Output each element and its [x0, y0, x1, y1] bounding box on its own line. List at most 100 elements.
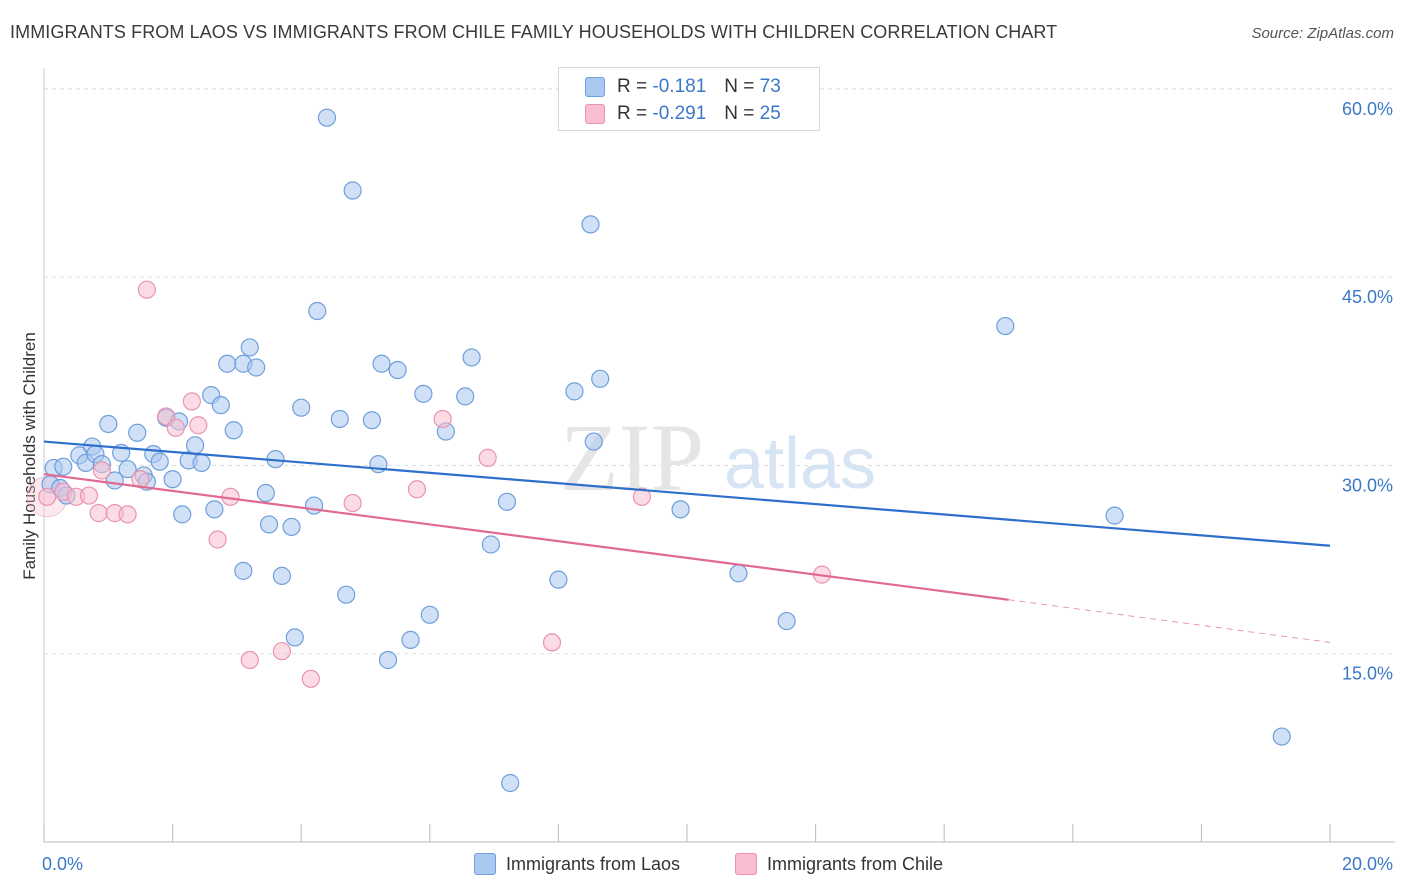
legend-row-chile: R = -0.291 N = 25 [585, 101, 781, 127]
watermark-atlas: atlas [724, 424, 876, 504]
laos-point [224, 421, 243, 440]
y-tick-label: 45.0% [1342, 287, 1393, 307]
laos-point [256, 483, 275, 503]
bottom-legend-chile-label: Immigrants from Chile [767, 853, 944, 874]
laos-n-value: 73 [759, 76, 781, 97]
laos-point [282, 517, 301, 537]
laos-point [481, 535, 500, 554]
chile-point [89, 504, 108, 523]
laos-point [777, 611, 796, 631]
laos-point [671, 500, 690, 519]
laos-point [378, 650, 398, 670]
laos-point [128, 423, 147, 442]
laos-r-label: R = [617, 76, 648, 97]
chile-swatch [585, 104, 605, 124]
chile-point [182, 392, 201, 411]
chile-r-label: R = [617, 103, 648, 124]
y-tick-label: 15.0% [1342, 664, 1393, 684]
legend-row-laos: R = -0.181 N = 73 [585, 74, 781, 100]
tick-labels: 15.0% 30.0% 45.0% 60.0% 0.0% 20.0% [42, 99, 1393, 874]
laos-point [317, 108, 337, 127]
chile-point [79, 486, 99, 505]
laos-point [501, 773, 520, 793]
laos-point [581, 215, 600, 234]
laos-point [337, 585, 356, 604]
chile-point [272, 642, 292, 661]
laos-point [173, 505, 192, 524]
laos-point [308, 301, 327, 321]
chile-point [542, 633, 562, 652]
chile-r-value: -0.291 [652, 103, 707, 124]
chile-point [433, 409, 452, 429]
y-tick-label: 30.0% [1342, 475, 1393, 495]
axes [43, 68, 1395, 843]
chart-title: IMMIGRANTS FROM LAOS VS IMMIGRANTS FROM … [10, 22, 1058, 42]
laos-point [584, 432, 603, 451]
chile-n-label: N = [724, 103, 755, 124]
laos-point [497, 492, 517, 511]
laos-point [549, 570, 568, 589]
laos-point [591, 369, 610, 388]
y-tick-label: 60.0% [1342, 99, 1393, 119]
laos-point [211, 396, 230, 415]
laos-point [1272, 727, 1291, 746]
laos-swatch [585, 77, 605, 97]
laos-point [272, 566, 292, 585]
laos-point [372, 354, 391, 373]
chile-point [407, 480, 427, 499]
bottom-legend-laos-swatch [474, 853, 496, 875]
chile-point [166, 418, 185, 437]
laos-point [163, 470, 182, 489]
chile-point [208, 530, 227, 549]
laos-point [388, 360, 407, 380]
laos-point [456, 387, 475, 406]
laos-point [565, 382, 584, 401]
laos-r-value: -0.181 [652, 76, 707, 97]
bottom-legend-laos: Immigrants from Laos [474, 852, 680, 876]
laos-trend-line [43, 440, 1331, 547]
laos-point [285, 628, 304, 647]
laos-point [192, 453, 211, 473]
laos-point [205, 500, 224, 519]
bottom-legend-chile-swatch [735, 853, 757, 875]
laos-point [150, 452, 169, 471]
laos-point [247, 358, 266, 377]
chile-point [137, 280, 156, 299]
laos-point [996, 316, 1015, 336]
laos-point [362, 411, 382, 430]
chile-point [632, 487, 652, 506]
laos-point [118, 460, 137, 479]
bottom-legend-laos-label: Immigrants from Laos [506, 853, 681, 874]
laos-point [292, 398, 311, 417]
chile-point [38, 487, 57, 506]
laos-point [54, 457, 73, 476]
laos-point [1105, 506, 1124, 525]
chile-point [478, 448, 497, 467]
data-points [26, 108, 1291, 793]
laos-point [414, 384, 433, 403]
source-credit: Source: ZipAtlas.com [1251, 25, 1394, 42]
laos-point [240, 338, 259, 357]
laos-n-label: N = [724, 76, 755, 97]
trend-lines [43, 440, 1331, 643]
laos-point [330, 409, 349, 429]
laos-point [234, 561, 253, 580]
laos-point [259, 515, 279, 534]
chile-point [189, 416, 208, 435]
laos-point [462, 348, 481, 367]
laos-point [729, 564, 748, 583]
laos-point [343, 181, 362, 200]
chile-point [301, 669, 320, 688]
laos-point [420, 605, 439, 624]
chile-point [92, 461, 111, 480]
x-tick-label: 20.0% [1342, 854, 1393, 874]
chile-point [343, 493, 362, 513]
bottom-legend-chile: Immigrants from Chile [735, 852, 943, 876]
chile-trend-extrapolation [1008, 599, 1331, 643]
chile-point [240, 650, 259, 670]
laos-point [99, 414, 118, 434]
laos-point [401, 630, 420, 649]
watermark-zip: ZIP [560, 404, 704, 511]
chile-point [118, 505, 137, 524]
